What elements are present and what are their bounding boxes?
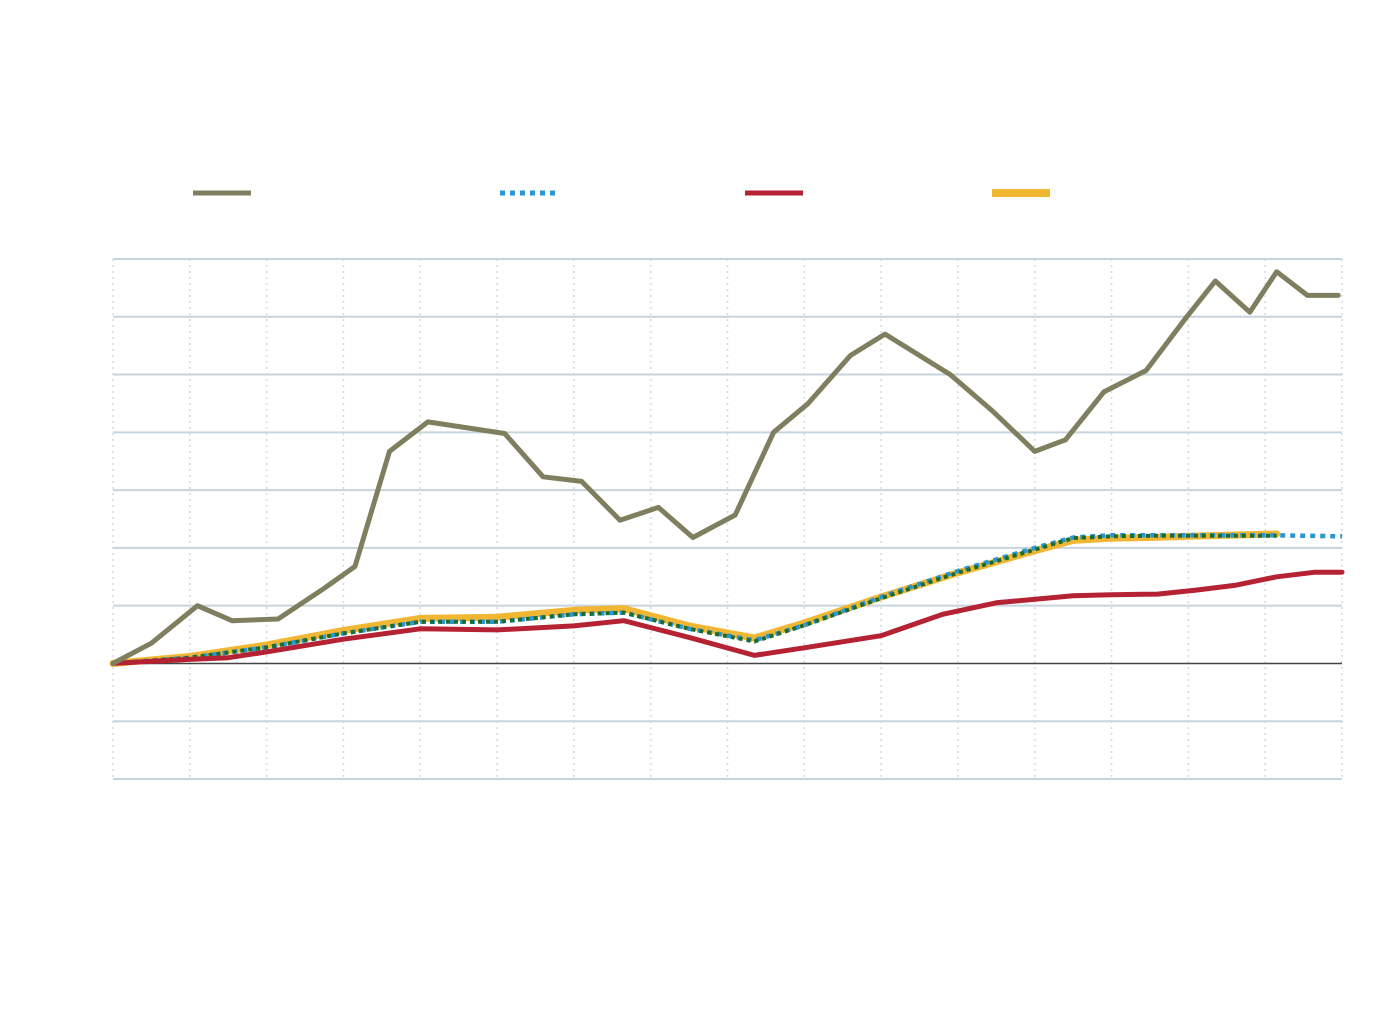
series-lines <box>109 269 1345 667</box>
series-line-2 <box>110 569 1345 666</box>
series-line-3 <box>109 530 1281 667</box>
series-line-4 <box>112 533 1277 666</box>
vertical-gridlines <box>112 259 1343 779</box>
horizontal-gridlines <box>113 258 1342 780</box>
series-line-0 <box>110 269 1341 666</box>
